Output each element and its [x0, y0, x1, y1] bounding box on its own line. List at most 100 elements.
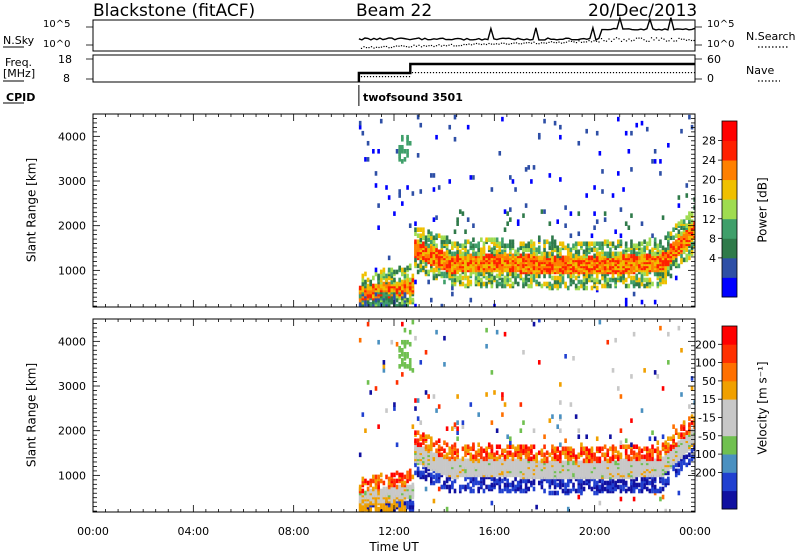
- nsearch-dot: [488, 42, 490, 45]
- velocity-cell: [532, 454, 536, 460]
- power-cell: [564, 223, 567, 228]
- power-cell: [453, 114, 457, 120]
- velocity-cell: [643, 484, 646, 490]
- velocity-cell: [516, 452, 520, 458]
- velocity-cell: [651, 478, 654, 484]
- velocity-cell: [640, 476, 644, 482]
- velocity-cell: [566, 446, 570, 452]
- nave-dot: [381, 76, 384, 78]
- nsearch-dot: [430, 44, 433, 47]
- power-cell: [453, 136, 457, 142]
- power-cell: [606, 277, 610, 283]
- velocity-cell: [509, 482, 512, 488]
- velocity-cell: [472, 458, 475, 464]
- power-cell: [643, 245, 646, 251]
- nave-dot: [633, 72, 636, 74]
- velocity-cell: [667, 470, 670, 476]
- velocity-cell: [598, 478, 602, 484]
- velocity-cell: [369, 390, 373, 395]
- power-cell: [503, 209, 507, 214]
- velocity-cell: [685, 462, 689, 468]
- velocity-cell: [503, 454, 507, 460]
- power-cell: [406, 277, 409, 283]
- nave-dot: [555, 72, 558, 74]
- power-cell: [648, 241, 652, 247]
- power-cell: [630, 239, 633, 245]
- power-cell: [659, 239, 662, 245]
- velocity-cell: [490, 420, 494, 425]
- nave-dot: [480, 72, 483, 74]
- velocity-cell: [619, 440, 623, 446]
- velocity-cell: [414, 470, 417, 476]
- nsearch-dot: [545, 42, 548, 44]
- power-cell: [406, 273, 409, 279]
- velocity-cell: [664, 508, 667, 512]
- velocity-cell: [393, 478, 396, 484]
- nsearch-dot: [618, 38, 620, 40]
- velocity-cell: [461, 420, 465, 425]
- nsearch-dot: [540, 42, 543, 44]
- power-cell: [669, 231, 673, 237]
- velocity-cell: [561, 482, 565, 488]
- nsearch-dot: [368, 47, 370, 49]
- velocity-cell: [514, 452, 517, 458]
- power-cell: [614, 245, 617, 251]
- velocity-cell: [540, 448, 544, 454]
- nsearch-dot: [538, 43, 540, 45]
- velocity-cell: [556, 460, 560, 466]
- velocity-cell: [690, 420, 694, 425]
- power-cell: [458, 209, 462, 214]
- power-cell: [543, 255, 546, 261]
- velocity-cell: [522, 448, 525, 454]
- velocity-cell: [630, 374, 633, 379]
- velocity-cell: [509, 458, 512, 464]
- power-cell: [377, 273, 380, 279]
- nsearch-dot: [490, 43, 493, 45]
- power-cell: [487, 237, 491, 243]
- velocity-cell: [477, 448, 480, 454]
- power-cell: [580, 255, 583, 261]
- nsearch-dot: [553, 41, 555, 44]
- power-cell: [545, 281, 549, 287]
- velocity-cell: [490, 482, 494, 488]
- velocity-cell: [632, 458, 636, 464]
- velocity-cell: [501, 478, 504, 484]
- velocity-cell: [506, 458, 509, 464]
- nave-dot: [465, 72, 468, 74]
- power-cell: [537, 255, 541, 261]
- power-cell: [677, 203, 681, 208]
- velocity-cell: [651, 430, 654, 435]
- power-cell: [379, 269, 383, 275]
- velocity-cell: [643, 476, 646, 482]
- power-cell: [580, 279, 583, 285]
- velocity-cell: [485, 456, 488, 462]
- power-cell: [451, 251, 454, 257]
- velocity-cell: [509, 488, 512, 494]
- velocity-cell: [432, 452, 436, 458]
- power-cell: [606, 281, 610, 287]
- nave-dot: [414, 72, 417, 74]
- power-cell: [527, 253, 531, 259]
- velocity-cell: [648, 452, 652, 458]
- power-cell: [569, 233, 573, 239]
- velocity-cell: [680, 432, 683, 438]
- power-heatmap: [358, 114, 695, 307]
- nsearch-dot: [450, 43, 453, 45]
- power-cell: [490, 279, 494, 285]
- power-cell: [609, 241, 612, 247]
- power-cell: [677, 221, 681, 226]
- power-cell: [364, 279, 367, 285]
- nave-dot: [501, 72, 504, 74]
- power-cell: [403, 279, 407, 285]
- power-cell: [464, 271, 467, 277]
- nsearch-dot: [363, 46, 365, 48]
- power-cell: [611, 193, 615, 198]
- power-cell: [458, 249, 462, 255]
- power-cell: [374, 271, 378, 277]
- velocity-cell: [408, 329, 412, 335]
- velocity-cell: [688, 404, 691, 409]
- nsearch-dot: [665, 40, 668, 42]
- nave-dot: [384, 76, 387, 78]
- velocity-cell: [582, 458, 586, 464]
- velocity-cell: [630, 480, 633, 486]
